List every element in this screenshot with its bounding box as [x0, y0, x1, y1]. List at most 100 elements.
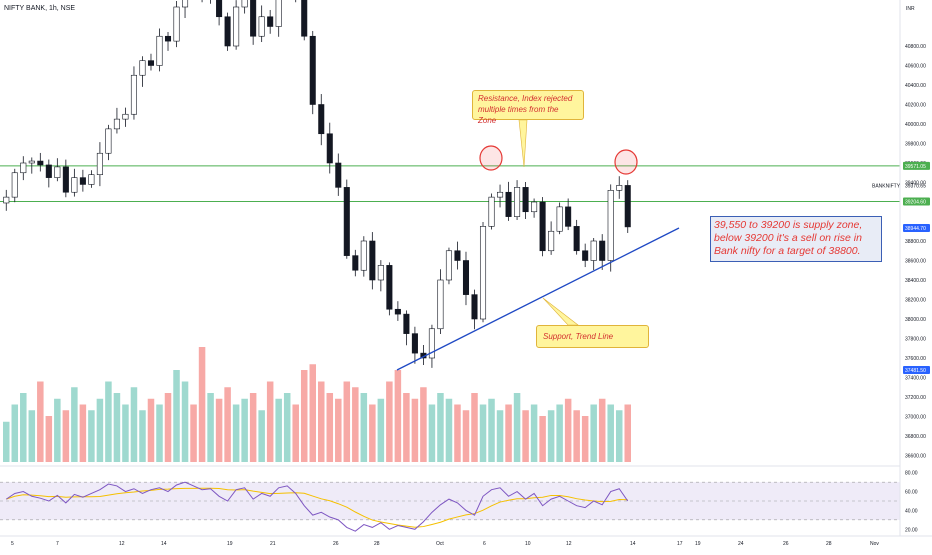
price-tick-label: 38800.00: [905, 239, 926, 245]
candle-up: [607, 190, 614, 261]
volume-bar: [164, 393, 172, 462]
volume-bar: [488, 398, 495, 462]
candle-down: [62, 166, 69, 193]
candle-up: [3, 196, 10, 204]
time-tick-label: 7: [56, 541, 59, 547]
candle-down: [224, 16, 231, 47]
candle-up: [54, 166, 61, 178]
time-tick-label: 19: [227, 541, 233, 547]
volume-bar: [539, 416, 546, 462]
symbol-name-label: BANKNIFTY: [872, 183, 901, 189]
price-tick-label: 38600.00: [905, 259, 926, 265]
support-note[interactable]: Support, Trend Line: [536, 325, 649, 348]
time-tick-label: 26: [783, 541, 789, 547]
rsi-tick-label: 20.00: [905, 527, 918, 533]
candle-up: [71, 177, 78, 193]
candle-up: [11, 172, 18, 198]
price-tick-label: 38000.00: [905, 317, 926, 323]
volume-bar: [318, 381, 325, 462]
candle-down: [624, 185, 631, 228]
candle-down: [326, 133, 333, 164]
volume-bar: [249, 393, 257, 462]
candle-down: [147, 60, 155, 66]
candle-up: [258, 16, 265, 37]
volume-bar: [411, 398, 419, 462]
volume-bar: [471, 393, 478, 462]
price-tick-label: 39400.00: [905, 181, 926, 187]
price-tick-label: 38200.00: [905, 298, 926, 304]
candle-up: [275, 0, 282, 27]
volume-bar: [360, 393, 368, 462]
volume-bar: [343, 381, 351, 462]
volume-bar: [224, 387, 231, 462]
resistance-note-pointer: [518, 119, 528, 168]
candle-up: [488, 196, 495, 227]
candle-down: [573, 226, 580, 252]
volume-bar: [241, 398, 248, 462]
candle-up: [233, 6, 240, 47]
candle-down: [403, 313, 410, 334]
volume-bar: [28, 410, 36, 462]
last-price-label: 39370.65: [905, 183, 926, 189]
time-tick-label: Oct: [436, 541, 444, 547]
volume-bar: [79, 404, 87, 462]
volume-bar: [530, 404, 538, 462]
candle-up: [28, 160, 35, 164]
time-tick-label: 14: [161, 541, 167, 547]
candle-up: [437, 279, 444, 330]
low-price-badge-bg: [903, 366, 930, 374]
candle-up: [156, 35, 163, 66]
candle-down: [335, 162, 342, 188]
supply-zone-note[interactable]: 39,550 to 39200 is supply zone, below 39…: [710, 216, 882, 262]
volume-bar: [11, 404, 19, 462]
price-tick-label: 40600.00: [905, 64, 926, 70]
candle-down: [411, 333, 418, 354]
price-tick-label: 36800.00: [905, 434, 926, 440]
volume-bar: [300, 370, 308, 462]
price-tick-label: 40400.00: [905, 83, 926, 89]
candle-up: [590, 240, 597, 261]
candle-down: [539, 201, 546, 252]
candle-down: [318, 104, 325, 135]
time-tick-label: 28: [374, 541, 380, 547]
price-tick-label: 38400.00: [905, 278, 926, 284]
candle-down: [386, 265, 393, 310]
volume-bar: [377, 398, 385, 462]
candle-down: [369, 240, 376, 281]
rsi-tick-label: 60.00: [905, 490, 918, 496]
volume-bar: [513, 393, 521, 462]
volume-bar: [598, 398, 606, 462]
resistance-note[interactable]: Resistance, Index rejected multiple time…: [472, 90, 584, 125]
volume-bar: [207, 393, 214, 462]
candle-down: [565, 206, 572, 227]
support-trend-line: [396, 227, 680, 371]
time-tick-label: 12: [119, 541, 125, 547]
volume-bar: [275, 398, 282, 462]
volume-bar: [437, 393, 444, 462]
candle-up: [241, 0, 248, 8]
price-tick-label: 40000.00: [905, 122, 926, 128]
candle-up: [377, 265, 384, 281]
rsi-line: [5, 481, 629, 532]
volume-bar: [394, 370, 402, 462]
candle-up: [173, 6, 180, 42]
candle-up: [479, 226, 487, 320]
candle-down: [471, 294, 478, 320]
candle-down: [45, 164, 52, 178]
price-tick-label: 40800.00: [905, 44, 926, 50]
volume-bar: [445, 398, 453, 462]
volume-bar: [88, 410, 95, 462]
volume-bar: [71, 387, 78, 462]
resistance-price-badge: 39571.05: [905, 164, 926, 170]
volume-bar: [266, 381, 274, 462]
volume-bar: [615, 410, 623, 462]
time-tick-label: Nov: [870, 541, 879, 547]
volume-bar: [62, 410, 70, 462]
volume-bar: [547, 410, 555, 462]
candle-up: [88, 174, 95, 185]
volume-bar: [113, 393, 121, 462]
volume-bar: [309, 364, 316, 462]
time-tick-label: 19: [695, 541, 701, 547]
